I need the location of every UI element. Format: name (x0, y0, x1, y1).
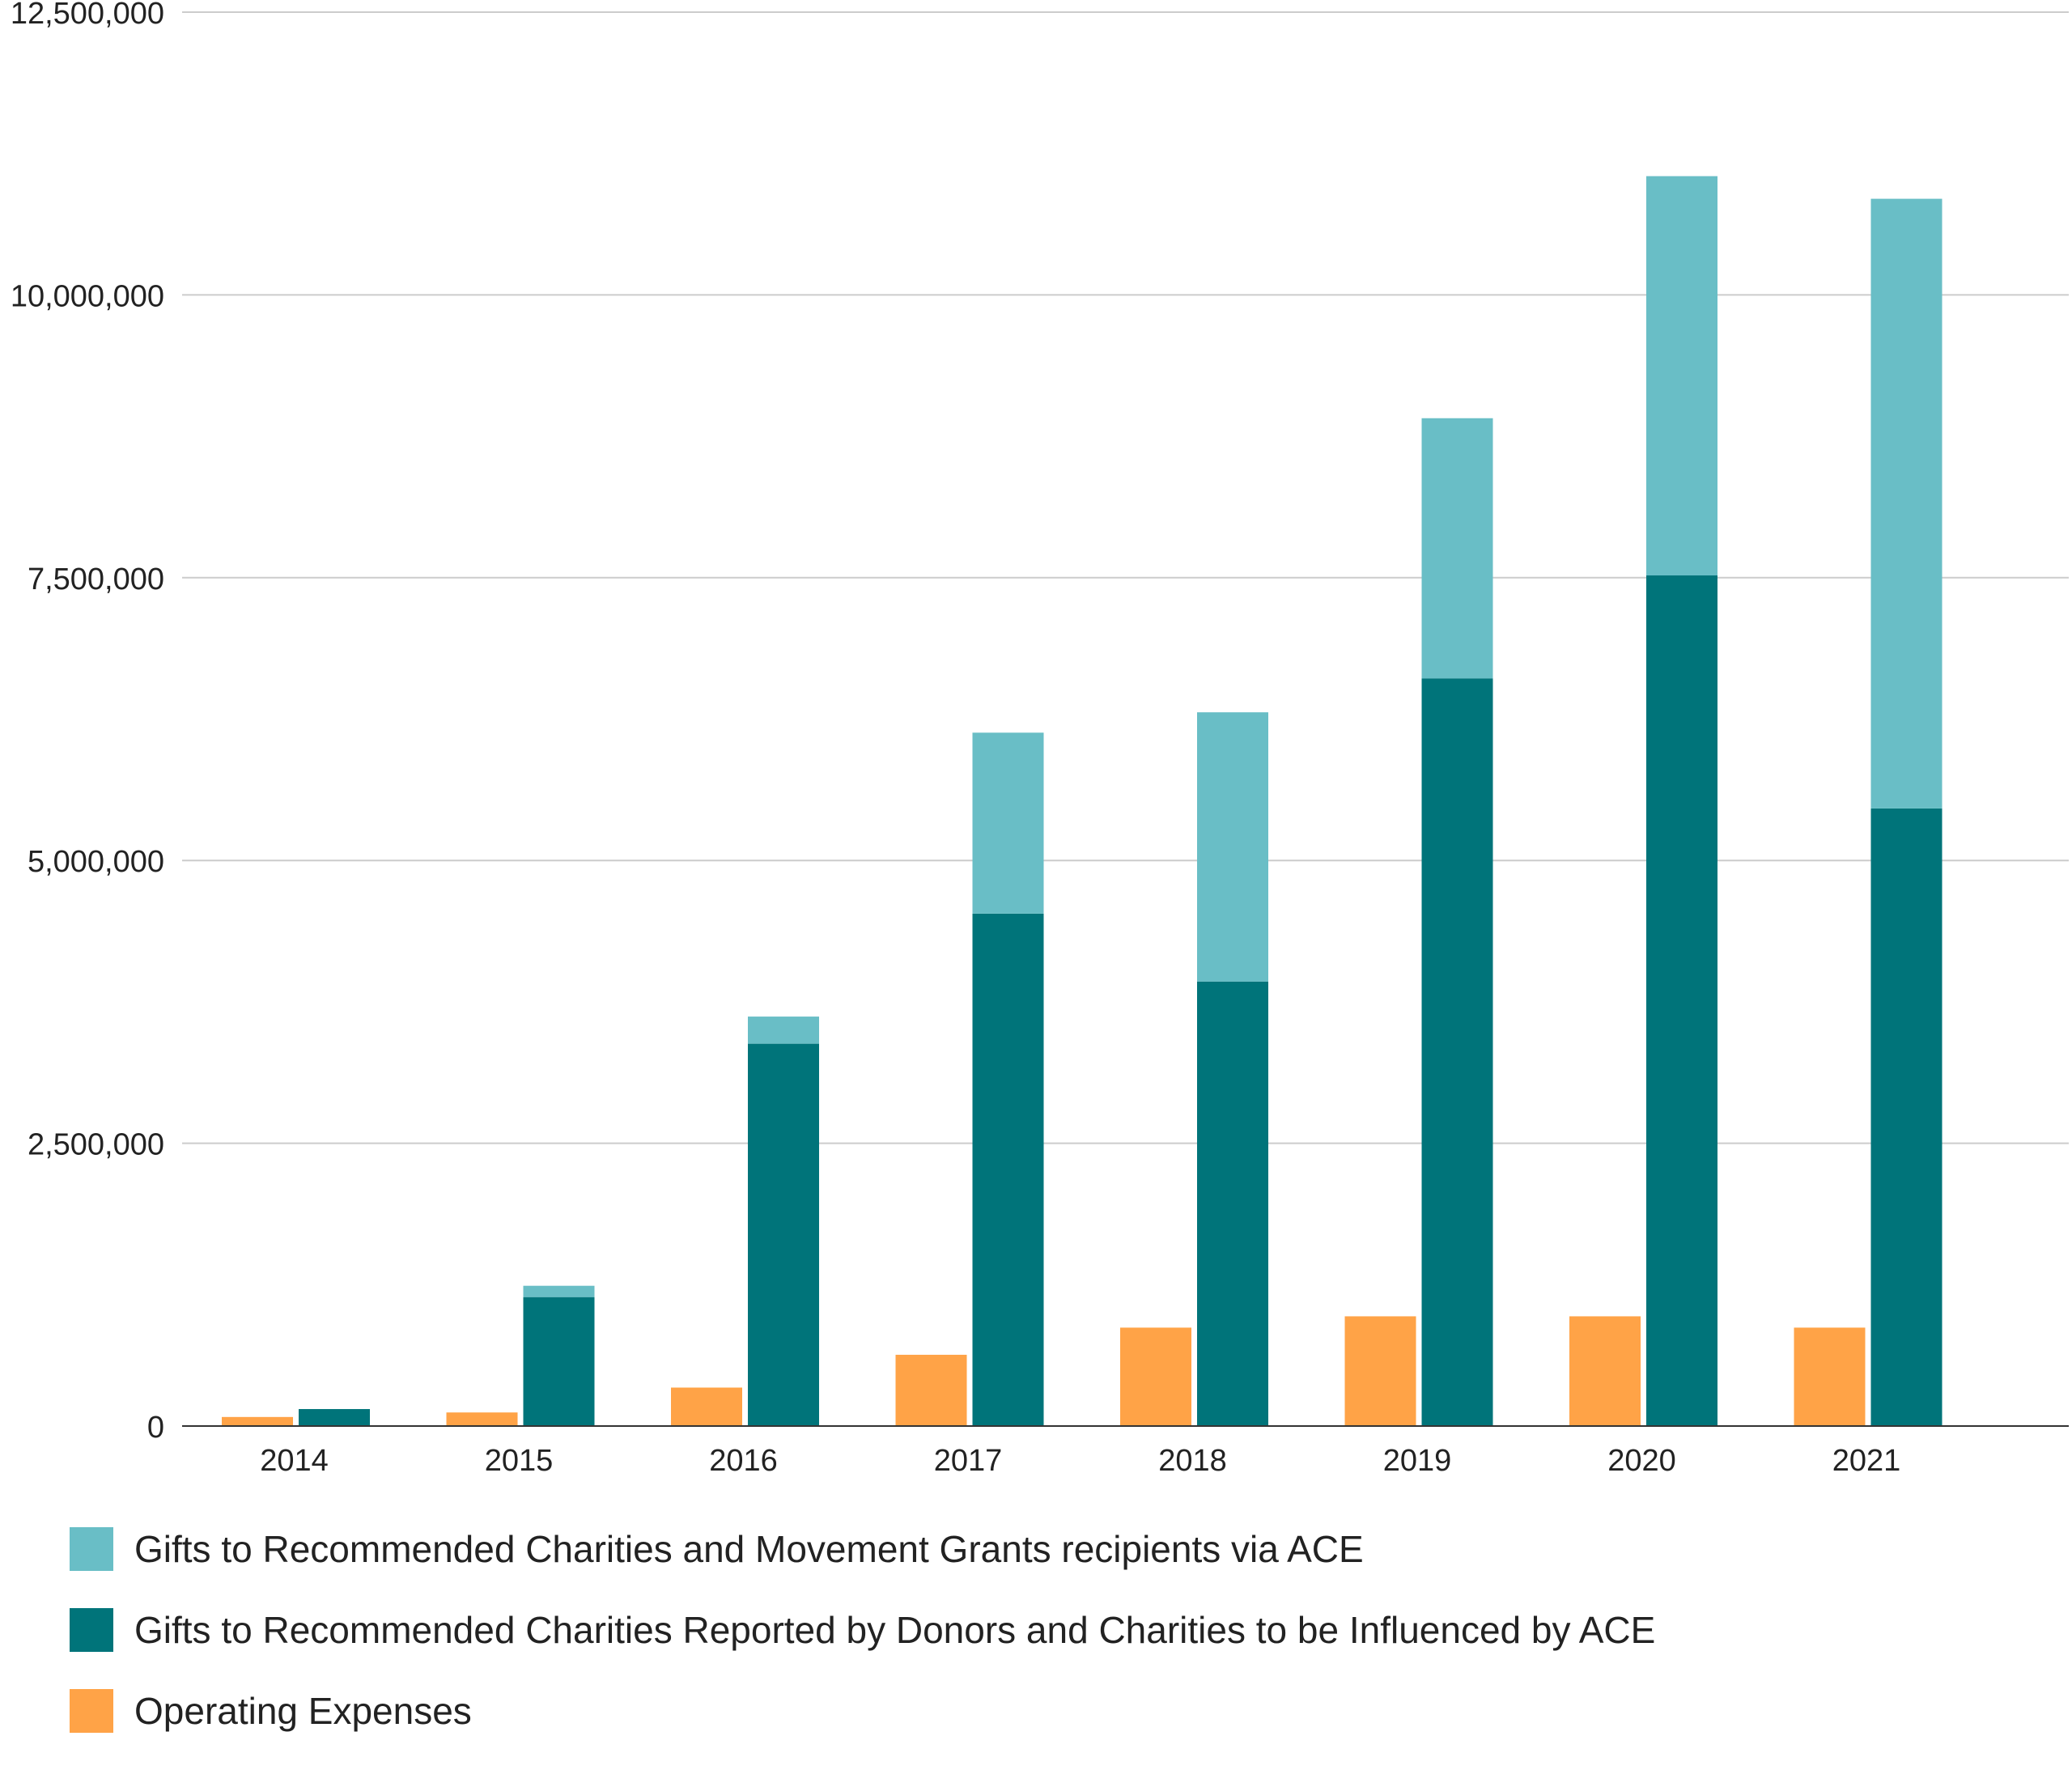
y-axis-tick-labels: 0 2,500,000 5,000,000 7,500,000 10,000,000 12… (11, 0, 164, 1445)
bar-operating-expenses-2020 (1569, 1316, 1641, 1426)
bar-operating-expenses-2014 (222, 1416, 293, 1426)
bar-movement-grants-2018 (1197, 712, 1268, 982)
bar-operating-expenses-2015 (446, 1412, 518, 1426)
x-tick-label-2017: 2017 (934, 1444, 1003, 1478)
bar-movement-grants-2020 (1646, 176, 1717, 576)
bar-reported-gifts-2017 (972, 913, 1044, 1426)
bar-operating-expenses-2017 (895, 1354, 967, 1426)
x-tick-label-2018: 2018 (1158, 1444, 1227, 1478)
bar-reported-gifts-2019 (1421, 678, 1493, 1426)
legend-swatch-movement-grants (70, 1527, 113, 1571)
bar-reported-gifts-2015 (523, 1297, 595, 1426)
bar-reported-gifts-2014 (299, 1409, 370, 1426)
bar-operating-expenses-2018 (1120, 1327, 1191, 1426)
bar-operating-expenses-2021 (1794, 1327, 1866, 1426)
bar-reported-gifts-2018 (1197, 981, 1268, 1426)
bar-reported-gifts-2016 (748, 1043, 819, 1426)
x-tick-label-2019: 2019 (1383, 1444, 1452, 1478)
y-tick-label-5-000-000: 5,000,000 (28, 845, 164, 879)
x-tick-label-2021: 2021 (1832, 1444, 1901, 1478)
legend-label-movement-grants: Gifts to Recommended Charities and Movem… (134, 1528, 1364, 1570)
y-tick-label-12-500-000: 12,500,000 (11, 0, 164, 31)
x-tick-label-2020: 2020 (1607, 1444, 1676, 1478)
y-tick-label-0: 0 (147, 1411, 164, 1445)
bars (222, 176, 1942, 1426)
bar-reported-gifts-2021 (1870, 808, 1942, 1426)
legend-label-operating-expenses: Operating Expenses (134, 1690, 472, 1732)
bar-movement-grants-2021 (1870, 198, 1942, 809)
x-tick-label-2014: 2014 (260, 1444, 329, 1478)
x-tick-label-2015: 2015 (485, 1444, 554, 1478)
bar-movement-grants-2015 (523, 1285, 595, 1297)
bar-movement-grants-2017 (972, 732, 1044, 914)
x-axis-tick-labels: 2014 2015 2016 2017 2018 2019 2020 2021 (260, 1444, 1900, 1478)
x-tick-label-2016: 2016 (709, 1444, 778, 1478)
legend-swatch-operating-expenses (70, 1689, 113, 1733)
bar-reported-gifts-2020 (1646, 575, 1717, 1426)
legend-label-reported-gifts: Gifts to Recommended Charities Reported … (134, 1609, 1656, 1651)
bar-chart: 0 2,500,000 5,000,000 7,500,000 10,000,000 12… (11, 0, 2069, 1478)
y-tick-label-7-500-000: 7,500,000 (28, 562, 164, 596)
bar-operating-expenses-2016 (671, 1387, 742, 1426)
bar-movement-grants-2019 (1421, 418, 1493, 679)
bar-movement-grants-2016 (748, 1017, 819, 1044)
legend-swatch-reported-gifts (70, 1608, 113, 1652)
y-tick-label-10-000-000: 10,000,000 (11, 279, 164, 313)
y-tick-label-2-500-000: 2,500,000 (28, 1128, 164, 1162)
bar-operating-expenses-2019 (1344, 1316, 1416, 1426)
gridlines (182, 11, 2069, 1144)
